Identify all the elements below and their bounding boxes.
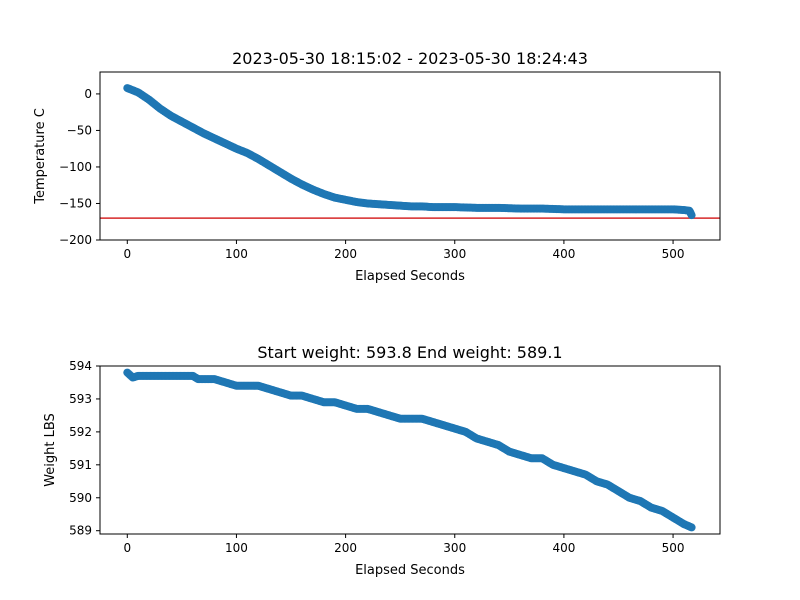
weight-chart-ytick-label: 589 — [69, 524, 92, 538]
temperature-chart-ytick-label: −200 — [59, 233, 92, 247]
temperature-chart-xlabel: Elapsed Seconds — [355, 269, 465, 284]
weight-chart-xtick-label: 0 — [123, 541, 131, 555]
weight-chart-xtick-label: 300 — [443, 541, 466, 555]
weight-chart-ytick-label: 590 — [69, 491, 92, 505]
weight-chart-xtick-label: 200 — [334, 541, 357, 555]
weight-chart-data-point — [687, 523, 696, 532]
temperature-chart-xtick-label: 100 — [225, 247, 248, 261]
temperature-chart-title: 2023-05-30 18:15:02 - 2023-05-30 18:24:4… — [232, 49, 588, 68]
weight-chart-xlabel: Elapsed Seconds — [355, 563, 465, 578]
temperature-chart-frame — [99, 71, 721, 241]
temperature-chart-xtick-label: 200 — [334, 247, 357, 261]
weight-chart-xtick-label: 400 — [552, 541, 575, 555]
temperature-chart-ytick-label: −50 — [67, 123, 92, 137]
weight-chart-xtick-label: 500 — [662, 541, 685, 555]
temperature-chart-ticks: 0 100 200 300 400 500 0 −50 −100 −150 −200 — [59, 87, 684, 261]
temperature-chart-data-point — [687, 211, 696, 220]
weight-chart-ylabel: Weight LBS — [43, 413, 58, 487]
weight-chart-title: Start weight: 593.8 End weight: 589.1 — [257, 343, 562, 362]
weight-chart-ticks: 0 100 200 300 400 500 589 590 591 592 593 594 — [69, 359, 684, 555]
temperature-chart-data — [100, 84, 720, 220]
temperature-chart-xtick-label: 300 — [443, 247, 466, 261]
temperature-chart-ylabel: Temperature C — [33, 108, 48, 205]
weight-chart-ytick-label: 594 — [69, 359, 92, 373]
temperature-chart-xtick-label: 400 — [552, 247, 575, 261]
weight-chart-frame — [99, 365, 721, 535]
temperature-chart-ytick-label: −150 — [59, 196, 92, 210]
weight-chart-data — [123, 368, 696, 532]
weight-chart-xtick-label: 100 — [225, 541, 248, 555]
weight-chart-ytick-label: 593 — [69, 392, 92, 406]
temperature-chart: 2023-05-30 18:15:02 - 2023-05-30 18:24:4… — [33, 49, 721, 284]
temperature-chart-xtick-label: 0 — [123, 247, 131, 261]
weight-chart-ytick-label: 591 — [69, 458, 92, 472]
temperature-chart-ytick-label: −100 — [59, 160, 92, 174]
weight-chart-ytick-label: 592 — [69, 425, 92, 439]
temperature-chart-ytick-label: 0 — [84, 87, 92, 101]
temperature-chart-xtick-label: 500 — [662, 247, 685, 261]
weight-chart: Start weight: 593.8 End weight: 589.1 El… — [43, 343, 721, 578]
